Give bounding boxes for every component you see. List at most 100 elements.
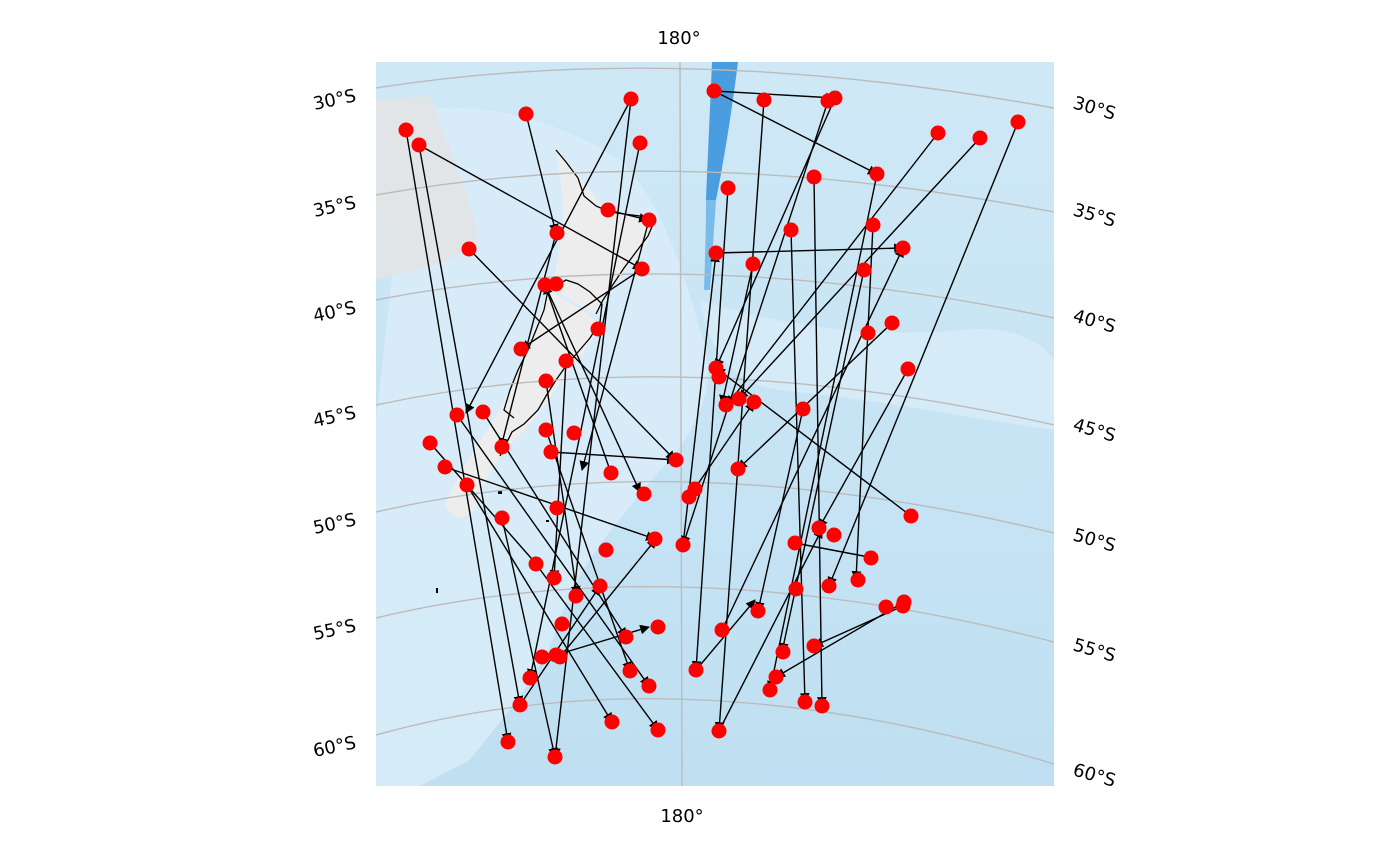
track-arrow bbox=[726, 132, 939, 406]
track-arrow bbox=[719, 263, 754, 405]
lat-labels-right: 30°S 35°S 40°S 45°S 50°S 55°S 60°S bbox=[1071, 93, 1118, 792]
track-arrow bbox=[713, 90, 836, 103]
location-point bbox=[537, 277, 553, 293]
track-arrow bbox=[691, 187, 729, 671]
track-arrow bbox=[737, 322, 893, 470]
location-point bbox=[762, 682, 778, 698]
location-point bbox=[590, 321, 606, 337]
track-arrow bbox=[718, 528, 823, 732]
location-point bbox=[518, 106, 534, 122]
location-point bbox=[622, 663, 638, 679]
location-point bbox=[459, 477, 475, 493]
lat-label-left-45: 45°S bbox=[311, 402, 358, 432]
location-point bbox=[1010, 114, 1026, 130]
lat-label-right-45: 45°S bbox=[1071, 415, 1118, 447]
location-point bbox=[714, 622, 730, 638]
location-point bbox=[756, 92, 772, 108]
track-arrow bbox=[468, 248, 676, 461]
location-point bbox=[745, 256, 761, 272]
location-point bbox=[636, 486, 652, 502]
location-point bbox=[711, 369, 727, 385]
location-point bbox=[512, 697, 528, 713]
track-arrow bbox=[520, 268, 643, 350]
track-arrow bbox=[405, 129, 512, 743]
location-point bbox=[869, 166, 885, 182]
location-point bbox=[675, 537, 691, 553]
track-arrow bbox=[559, 538, 657, 658]
location-point bbox=[787, 535, 803, 551]
lat-label-left-30: 30°S bbox=[311, 85, 358, 115]
track-arrow bbox=[715, 97, 836, 369]
location-point bbox=[534, 649, 550, 665]
location-point bbox=[650, 619, 666, 635]
location-point bbox=[513, 341, 529, 357]
location-point bbox=[718, 397, 734, 413]
land-south-island bbox=[445, 290, 600, 517]
location-point bbox=[528, 556, 544, 572]
location-point bbox=[795, 401, 811, 417]
location-point bbox=[827, 90, 843, 106]
location-point bbox=[775, 644, 791, 660]
track-arrow bbox=[555, 624, 650, 656]
location-point bbox=[895, 240, 911, 256]
location-point bbox=[720, 180, 736, 196]
location-point bbox=[494, 439, 510, 455]
points-layer bbox=[398, 83, 1026, 765]
track-arrow bbox=[535, 563, 659, 731]
location-point bbox=[632, 135, 648, 151]
location-point bbox=[411, 137, 427, 153]
location-point bbox=[903, 508, 919, 524]
location-point bbox=[797, 694, 813, 710]
location-point bbox=[461, 241, 477, 257]
location-point bbox=[522, 670, 538, 686]
location-point bbox=[768, 669, 784, 685]
location-point bbox=[711, 723, 727, 739]
location-point bbox=[972, 130, 988, 146]
location-point bbox=[850, 572, 866, 588]
location-point bbox=[422, 435, 438, 451]
location-point bbox=[930, 125, 946, 141]
lat-labels-left: 30°S 35°S 40°S 45°S 50°S 55°S 60°S bbox=[311, 85, 358, 762]
location-point bbox=[788, 581, 804, 597]
track-arrow bbox=[545, 429, 632, 672]
lat-label-left-40: 40°S bbox=[311, 297, 358, 327]
track-arrow bbox=[794, 542, 875, 562]
track-arrow bbox=[813, 176, 827, 707]
location-point bbox=[449, 407, 465, 423]
lat-label-right-40: 40°S bbox=[1071, 306, 1118, 338]
location-point bbox=[546, 570, 562, 586]
location-point bbox=[860, 325, 876, 341]
meridian-label-bottom: 180° bbox=[660, 806, 703, 827]
location-point bbox=[746, 394, 762, 410]
track-arrow bbox=[713, 90, 878, 175]
track-arrow bbox=[444, 466, 656, 541]
location-point bbox=[811, 520, 827, 536]
track-arrow bbox=[525, 113, 559, 234]
track-arrow bbox=[544, 284, 641, 493]
location-point bbox=[668, 452, 684, 468]
location-point bbox=[538, 373, 554, 389]
location-point bbox=[568, 588, 584, 604]
track-arrow bbox=[466, 484, 613, 723]
track-arrow bbox=[545, 380, 581, 596]
track-arrow bbox=[775, 601, 905, 678]
location-point bbox=[549, 225, 565, 241]
location-point bbox=[730, 461, 746, 477]
track-arrow bbox=[755, 408, 804, 612]
track-arrow bbox=[766, 173, 878, 691]
location-point bbox=[538, 422, 554, 438]
location-point bbox=[494, 510, 510, 526]
track-arrow bbox=[418, 144, 643, 270]
location-point bbox=[806, 169, 822, 185]
location-point bbox=[566, 425, 582, 441]
location-point bbox=[647, 531, 663, 547]
location-point bbox=[878, 599, 894, 615]
location-point bbox=[708, 245, 724, 261]
location-point bbox=[856, 262, 872, 278]
land-north-island bbox=[552, 150, 655, 315]
location-point bbox=[896, 594, 912, 610]
track-arrow bbox=[543, 284, 612, 474]
track-arrow bbox=[827, 121, 1019, 587]
location-point bbox=[549, 500, 565, 516]
